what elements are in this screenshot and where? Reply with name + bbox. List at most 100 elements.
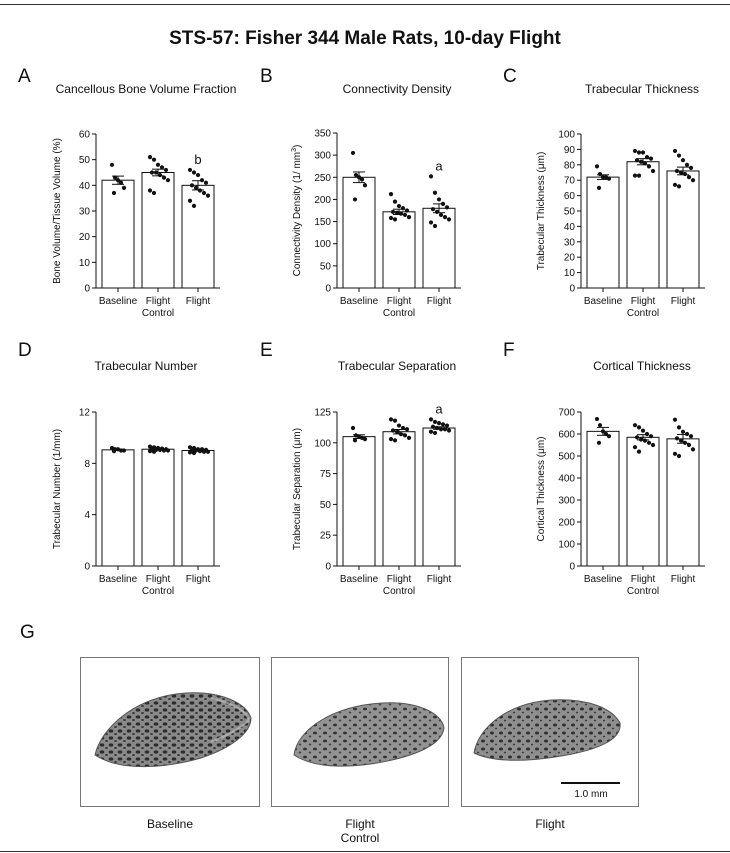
chart-panel-f: F Cortical Thickness 0 100 200 300 400 500 600 70… xyxy=(503,340,705,597)
data-point xyxy=(638,159,644,164)
y-tick-label: 0 xyxy=(569,562,575,573)
data-point xyxy=(632,173,638,178)
data-point xyxy=(648,156,654,161)
data-point xyxy=(203,180,209,185)
data-point xyxy=(648,434,654,439)
x-tick-label: Baseline xyxy=(340,574,379,585)
x-tick-label: Flight xyxy=(146,296,171,307)
data-point xyxy=(115,178,121,183)
bar xyxy=(342,436,376,567)
y-tick-label: 10 xyxy=(79,258,91,269)
data-point xyxy=(632,423,638,428)
data-point xyxy=(187,445,193,450)
data-point xyxy=(606,434,612,439)
data-point xyxy=(442,215,448,220)
ct-caption-flight-control: Flight Control xyxy=(340,817,380,845)
data-point xyxy=(121,448,127,453)
data-point xyxy=(197,188,203,193)
data-point xyxy=(390,209,396,214)
data-point xyxy=(638,437,644,442)
bar xyxy=(382,431,416,567)
bar xyxy=(422,427,456,567)
data-point xyxy=(392,438,398,443)
data-point xyxy=(151,157,157,162)
x-tick-label: Control xyxy=(627,586,659,597)
data-point xyxy=(388,192,394,197)
bar xyxy=(342,176,376,289)
data-point xyxy=(436,420,442,426)
data-point xyxy=(147,449,153,454)
y-axis-label: Trabecular Separation (μm) xyxy=(292,428,303,550)
data-point xyxy=(201,190,207,196)
chart-panel-b: B Connectivity Density 0 50 100 150 200 250 300 3… xyxy=(260,66,461,319)
y-axis-label: Bone Volume/Tissue Volume (%) xyxy=(52,138,63,284)
data-point xyxy=(111,449,117,454)
y-tick-label: 50 xyxy=(320,261,332,272)
ct-image-flight: 1.0 mm xyxy=(461,657,639,807)
y-tick-label: 100 xyxy=(558,540,575,551)
data-point xyxy=(446,428,452,433)
data-point xyxy=(686,175,692,180)
x-tick-label: Control xyxy=(142,308,174,319)
data-point xyxy=(112,175,118,180)
data-point xyxy=(109,162,115,167)
data-point xyxy=(392,199,398,204)
x-tick-label: Control xyxy=(627,308,659,319)
significance-label: a xyxy=(435,158,443,173)
y-tick-label: 350 xyxy=(314,129,331,140)
data-point xyxy=(688,165,694,170)
data-point xyxy=(396,203,402,209)
data-point xyxy=(594,416,600,422)
data-point xyxy=(398,211,404,216)
data-point xyxy=(596,185,602,190)
x-tick-label: Control xyxy=(142,586,174,597)
data-point xyxy=(400,425,406,431)
data-point xyxy=(600,429,606,434)
y-tick-label: 40 xyxy=(79,181,91,192)
bone-render-flight-control xyxy=(293,702,445,767)
y-tick-label: 0 xyxy=(84,284,90,295)
y-tick-label: 50 xyxy=(564,207,576,218)
data-point xyxy=(644,431,650,437)
data-point xyxy=(640,428,646,433)
data-point xyxy=(650,168,656,174)
chart-panel-a: A Cancellous Bone Volume Fraction 0 10 20 30 4… xyxy=(18,66,236,319)
data-point xyxy=(362,183,368,188)
y-tick-label: 60 xyxy=(79,130,91,141)
data-point xyxy=(151,190,157,196)
y-tick-label: 250 xyxy=(314,173,331,184)
data-point xyxy=(440,422,446,427)
data-point xyxy=(684,162,690,167)
data-point xyxy=(680,158,686,163)
y-axis-label: Trabecular Number (1/mm) xyxy=(52,429,63,549)
data-point xyxy=(428,174,434,179)
x-tick-label: Baseline xyxy=(584,296,623,307)
data-point xyxy=(636,150,642,155)
data-point xyxy=(402,212,408,218)
data-point xyxy=(682,171,688,177)
figure-title: STS-57: Fisher 344 Male Rats, 10-day Fli… xyxy=(169,28,561,49)
data-point xyxy=(400,206,406,211)
data-point xyxy=(646,440,652,445)
bar xyxy=(141,448,175,567)
data-point xyxy=(636,449,642,454)
x-tick-label: Baseline xyxy=(340,296,379,307)
bar xyxy=(101,179,135,289)
x-tick-label: Flight xyxy=(671,296,696,307)
data-point xyxy=(187,167,193,173)
data-point xyxy=(636,173,642,178)
data-point xyxy=(392,217,398,222)
data-point xyxy=(676,453,682,459)
x-tick-label: Flight xyxy=(387,296,412,307)
data-point xyxy=(404,208,410,213)
data-point xyxy=(155,162,161,167)
data-point xyxy=(165,448,171,453)
y-tick-label: 20 xyxy=(79,232,91,243)
data-point xyxy=(193,185,199,190)
data-point xyxy=(359,177,365,182)
data-point xyxy=(432,223,438,229)
data-point xyxy=(672,182,678,187)
data-point xyxy=(682,440,688,445)
data-point xyxy=(438,427,444,432)
data-point xyxy=(597,171,603,177)
